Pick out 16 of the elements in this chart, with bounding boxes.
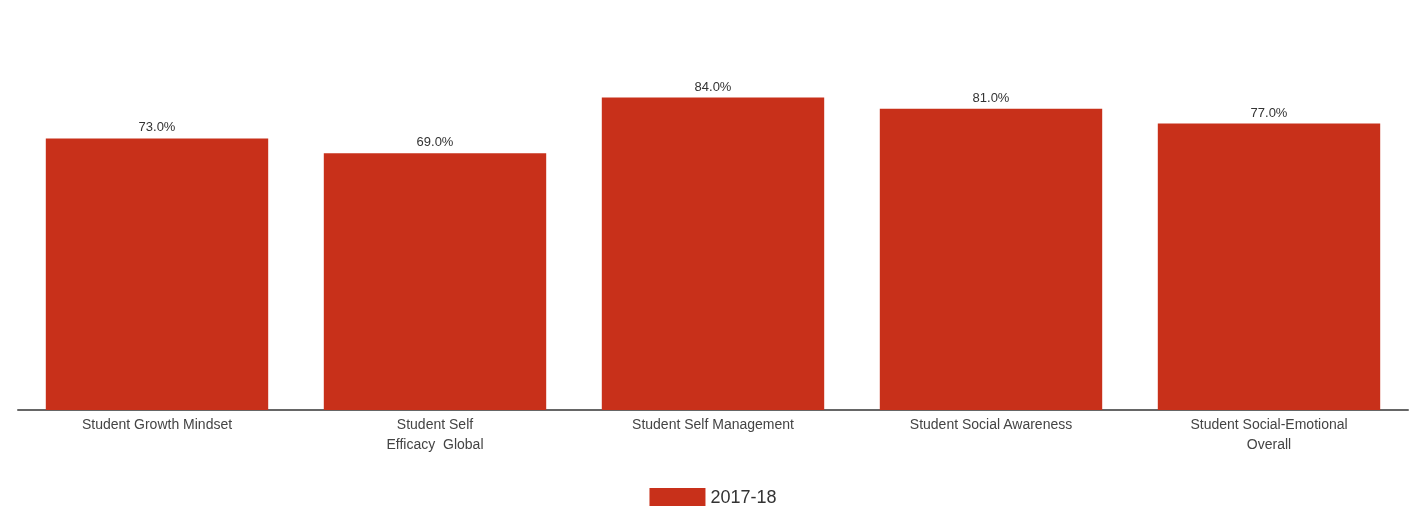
bar (1157, 123, 1381, 410)
data-label: 84.0% (694, 78, 732, 94)
x-tick-label: Student Self Efficacy Global (386, 416, 484, 452)
data-label: 81.0% (972, 89, 1010, 105)
data-label: 77.0% (1250, 104, 1288, 120)
bar (323, 153, 547, 410)
x-tick-label: Student Self Management (632, 416, 795, 432)
x-tick-label: Student Social-Emotional Overall (1190, 416, 1348, 452)
bar (601, 97, 825, 410)
bar (45, 138, 269, 410)
x-tick-label: Student Growth Mindset (81, 416, 233, 432)
x-tick-label: Student Social Awareness (909, 416, 1073, 432)
data-label: 73.0% (138, 119, 176, 135)
bar (879, 108, 1103, 410)
legend-label: 2017-18 (710, 487, 777, 507)
data-label: 69.0% (416, 134, 454, 150)
